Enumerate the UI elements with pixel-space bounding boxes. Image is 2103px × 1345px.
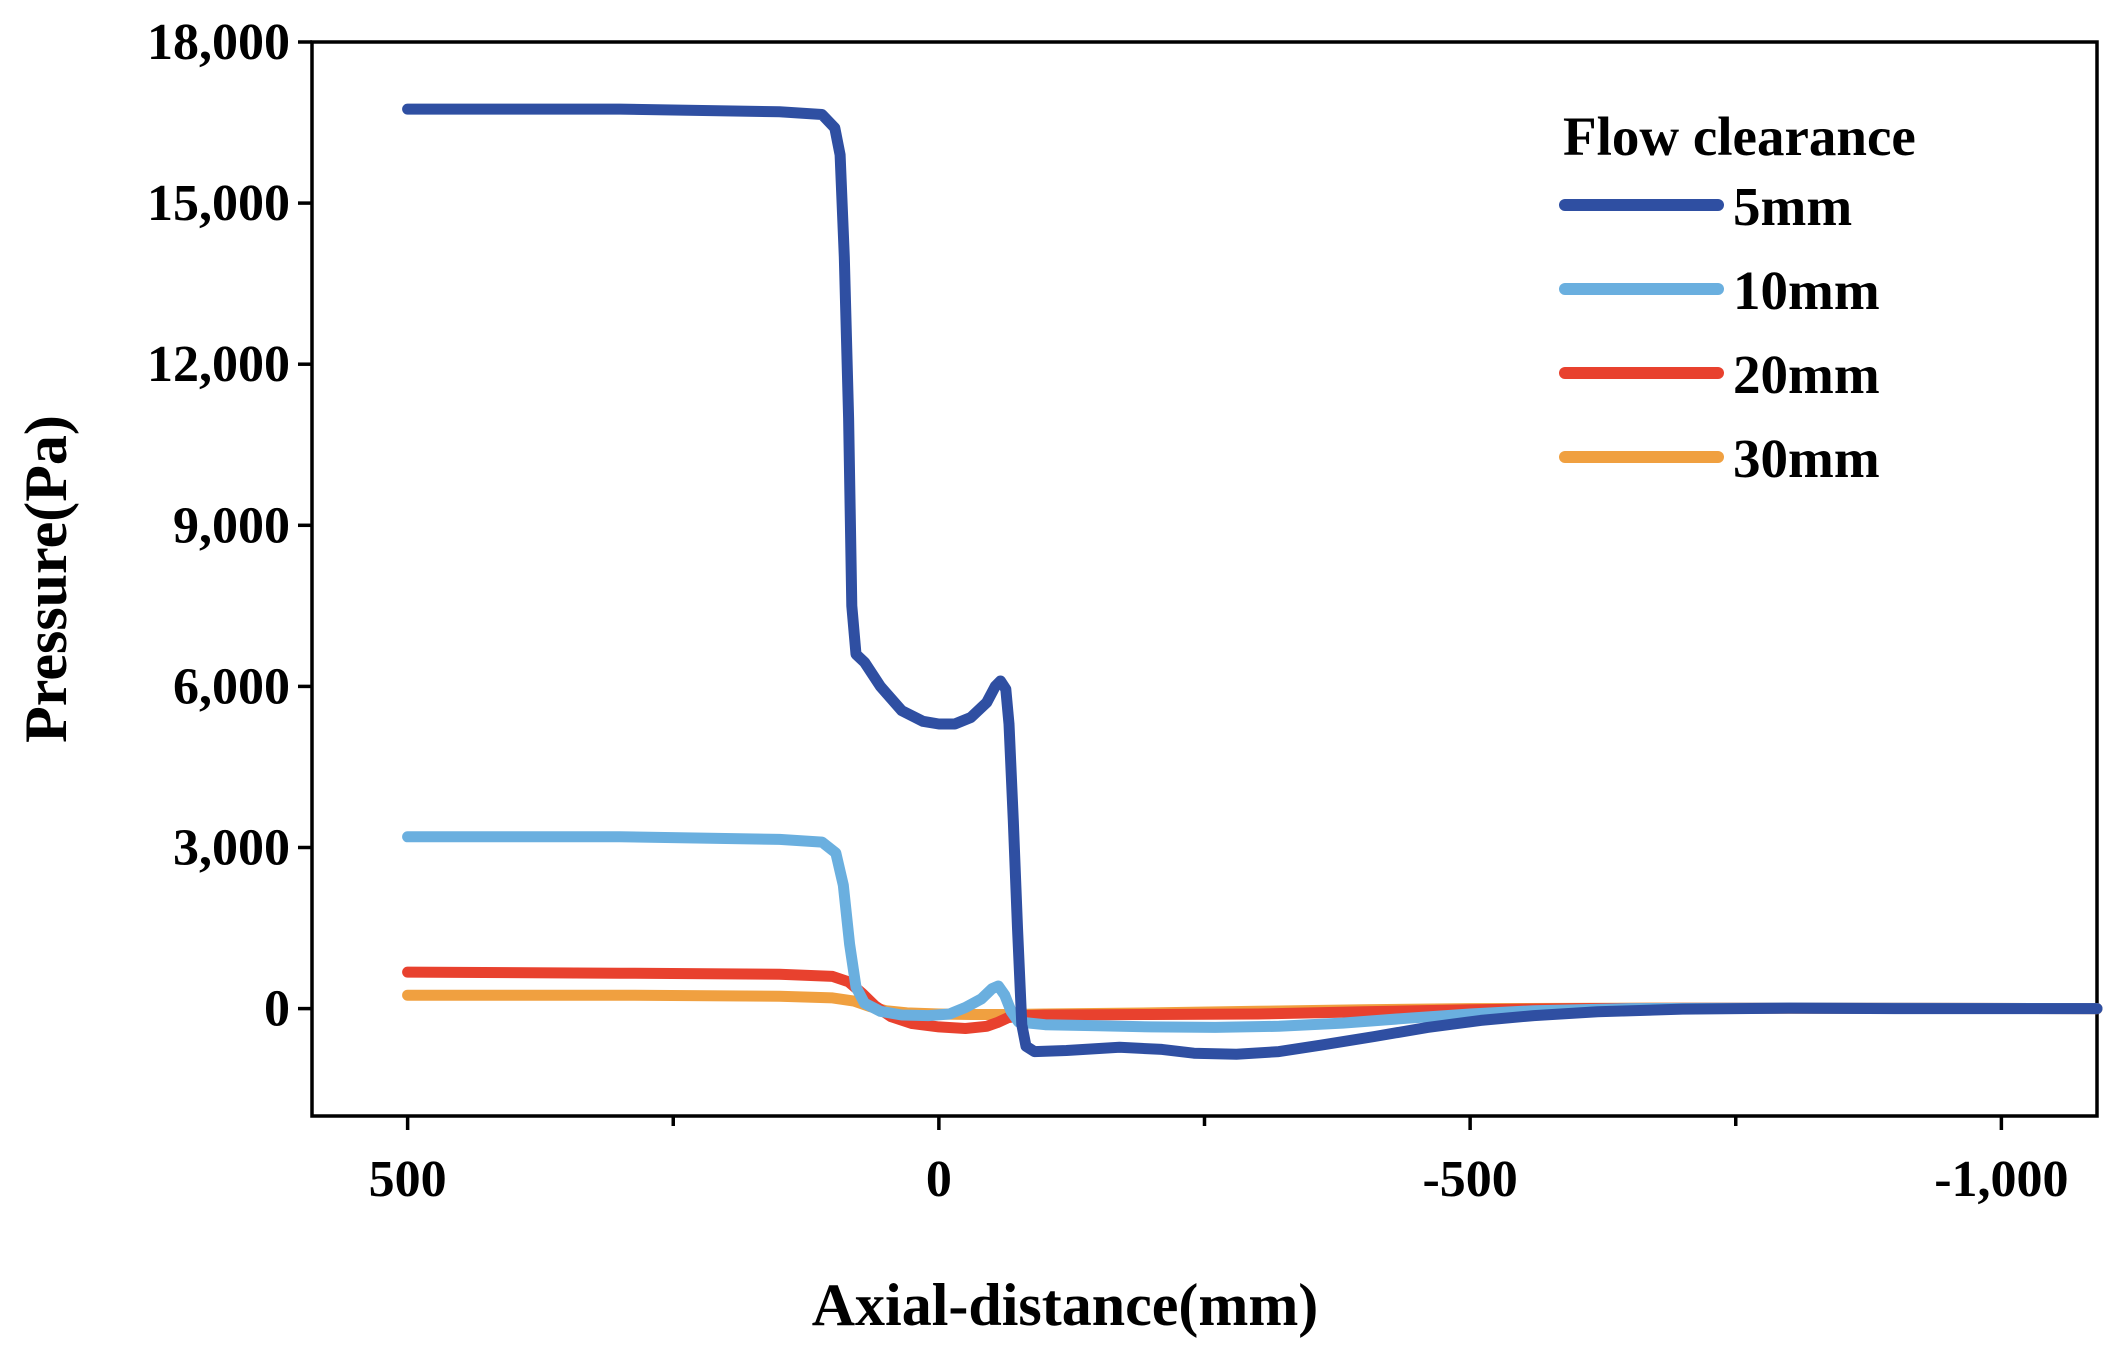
legend: Flow clearance 5mm 10mm 20mm 30mm (1559, 106, 1916, 489)
y-tick-label: 3,000 (173, 820, 290, 877)
y-axis: 0 3,000 6,000 9,000 12,000 15,000 18,000 (147, 14, 312, 1038)
y-tick-label: 12,000 (147, 336, 290, 393)
series-line-20mm (402, 966, 2103, 1034)
x-tick-label: 0 (926, 1151, 952, 1208)
x-axis: 500 0 -500 -1,000 (369, 1116, 2069, 1208)
series-line-10mm (402, 831, 2103, 1033)
series-line-5mm (402, 103, 2103, 1060)
y-tick-label: 9,000 (173, 497, 290, 554)
x-tick-label: -500 (1422, 1151, 1517, 1208)
legend-label: 10mm (1733, 260, 1880, 321)
legend-label: 5mm (1733, 176, 1852, 237)
y-tick-label: 0 (264, 981, 290, 1038)
y-tick-label: 18,000 (147, 14, 290, 71)
y-axis-title: Pressure(Pa) (13, 415, 79, 743)
y-tick-label: 6,000 (173, 658, 290, 715)
x-tick-label: -1,000 (1934, 1151, 2068, 1208)
legend-label: 30mm (1733, 428, 1880, 489)
x-tick-label: 500 (369, 1151, 447, 1208)
series-layer (402, 103, 2103, 1060)
y-tick-label: 15,000 (147, 175, 290, 232)
x-axis-title: Axial-distance(mm) (812, 1272, 1319, 1338)
legend-title: Flow clearance (1563, 106, 1916, 167)
legend-label: 20mm (1733, 344, 1880, 405)
